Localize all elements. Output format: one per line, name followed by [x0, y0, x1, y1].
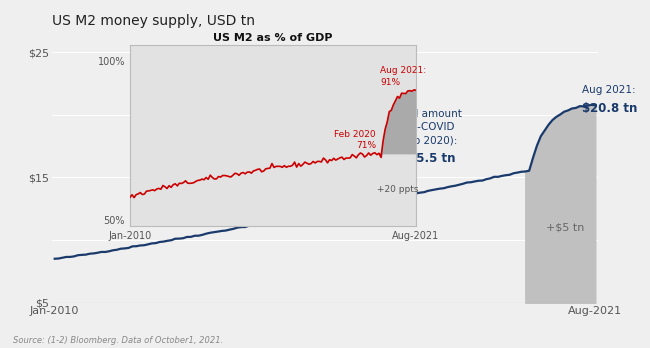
Text: +20 ppts: +20 ppts — [376, 185, 418, 195]
Text: Total amount
pre-COVID
(Feb 2020):: Total amount pre-COVID (Feb 2020): — [394, 109, 462, 145]
Text: Aug 2021:
91%: Aug 2021: 91% — [380, 66, 426, 87]
Text: Source: (1-2) Bloomberg. Data of October1, 2021.: Source: (1-2) Bloomberg. Data of October… — [13, 335, 223, 345]
Text: US M2 money supply, USD tn: US M2 money supply, USD tn — [52, 14, 255, 28]
Text: +$5 tn: +$5 tn — [547, 223, 585, 232]
Text: $20.8 tn: $20.8 tn — [582, 102, 637, 115]
Title: US M2 as % of GDP: US M2 as % of GDP — [213, 33, 333, 43]
Text: $15.5 tn: $15.5 tn — [400, 152, 456, 165]
Text: Aug 2021:: Aug 2021: — [582, 85, 636, 95]
Text: Feb 2020
71%: Feb 2020 71% — [335, 130, 376, 150]
